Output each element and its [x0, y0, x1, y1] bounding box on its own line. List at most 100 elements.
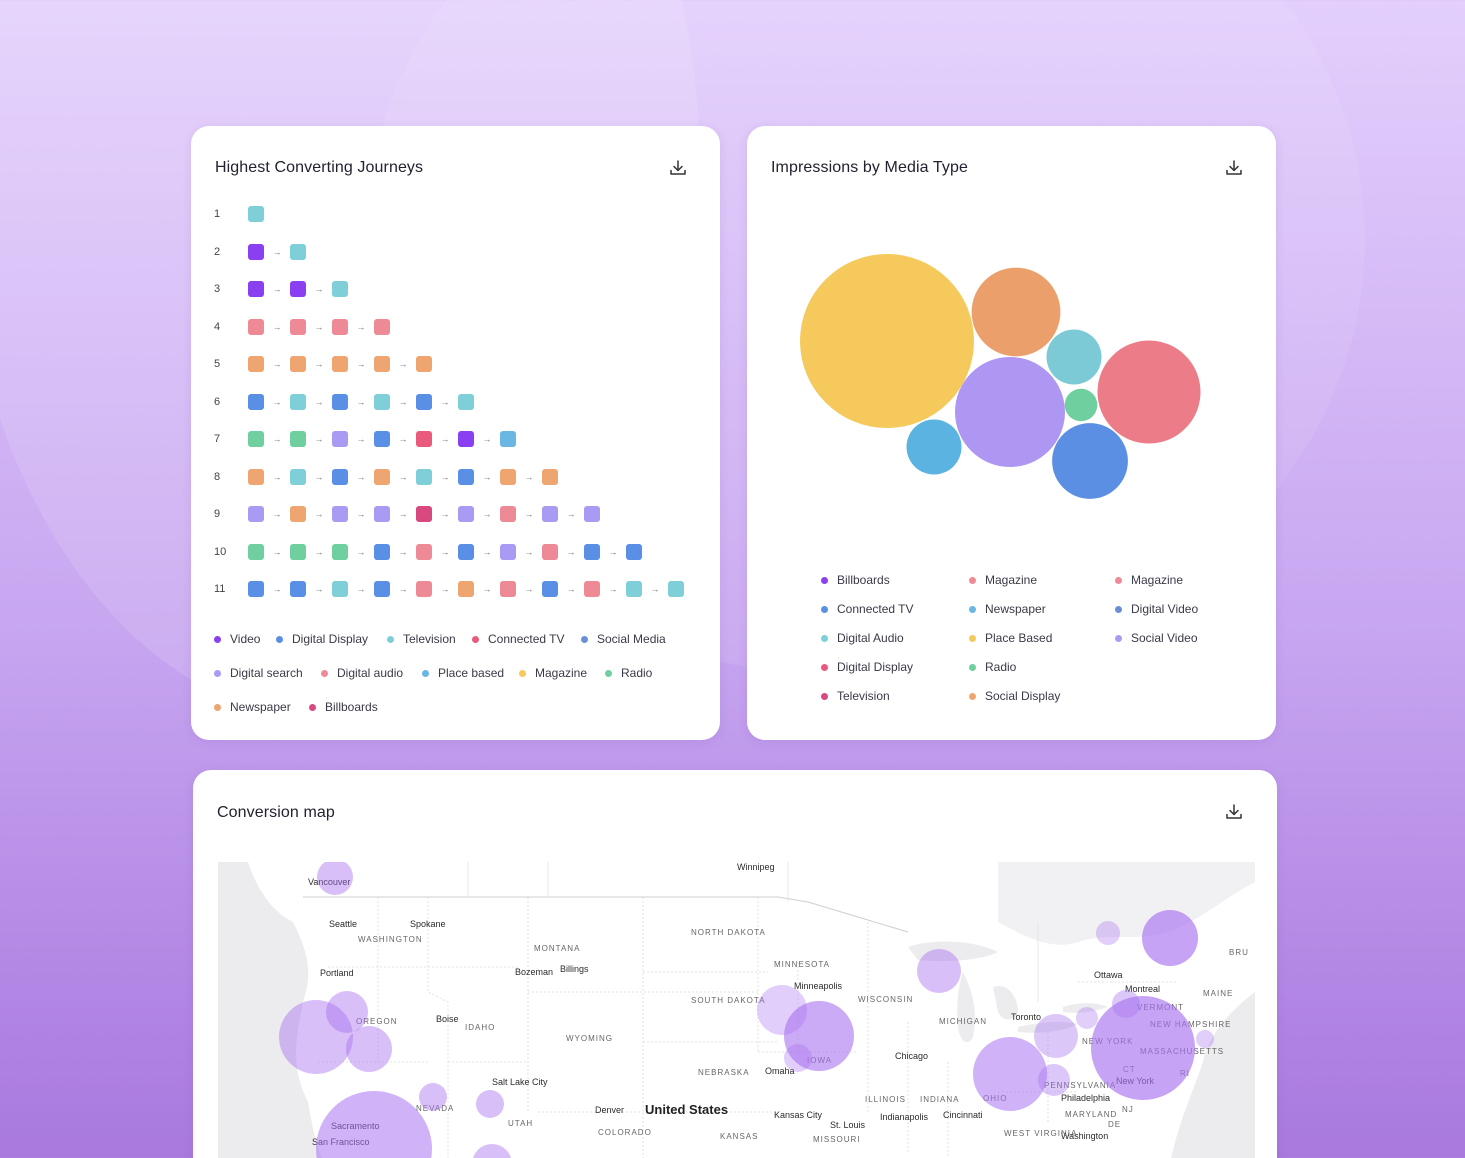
journey-step[interactable]	[668, 581, 684, 597]
legend-item[interactable]: Television	[387, 632, 456, 646]
conversion-bubble[interactable]	[1196, 1030, 1214, 1048]
conversion-bubble[interactable]	[317, 862, 353, 895]
journey-step[interactable]	[500, 468, 516, 485]
journey-step[interactable]	[248, 543, 264, 560]
conversion-bubble[interactable]	[1076, 1007, 1098, 1029]
journey-step[interactable]	[290, 281, 306, 297]
legend-item[interactable]: Newspaper	[969, 602, 1046, 616]
journey-step[interactable]	[332, 393, 348, 410]
legend-item[interactable]: Place based	[422, 666, 504, 680]
legend-item[interactable]: Connected TV	[472, 632, 565, 646]
legend-item[interactable]: Newspaper	[214, 700, 291, 714]
journey-step[interactable]	[584, 581, 600, 597]
legend-item[interactable]: Radio	[605, 666, 652, 680]
conversion-bubble[interactable]	[1091, 996, 1195, 1100]
journey-step[interactable]	[416, 468, 432, 485]
conversion-bubble[interactable]	[784, 1044, 812, 1072]
legend-item[interactable]: Digital Audio	[821, 631, 904, 645]
conversion-bubble[interactable]	[1034, 1014, 1078, 1058]
media-bubble[interactable]	[1097, 340, 1201, 444]
journey-step[interactable]	[374, 543, 390, 560]
journey-step[interactable]	[416, 543, 432, 560]
journey-step[interactable]	[416, 581, 432, 597]
journey-step[interactable]	[248, 581, 264, 597]
journey-step[interactable]	[290, 356, 306, 372]
media-bubble[interactable]	[800, 254, 974, 428]
journey-step[interactable]	[374, 506, 390, 522]
conversion-bubble[interactable]	[1038, 1064, 1070, 1096]
journey-step[interactable]	[416, 356, 432, 372]
journey-step[interactable]	[374, 581, 390, 597]
journey-step[interactable]	[416, 506, 432, 522]
journey-step[interactable]	[416, 431, 432, 447]
journey-step[interactable]	[500, 581, 516, 597]
journey-step[interactable]	[458, 468, 474, 485]
conversion-bubble[interactable]	[1112, 990, 1140, 1018]
journey-step[interactable]	[248, 206, 264, 222]
journey-step[interactable]	[332, 468, 348, 485]
legend-item[interactable]: Connected TV	[821, 602, 914, 616]
legend-item[interactable]: Social Video	[1115, 631, 1198, 645]
journey-step[interactable]	[332, 506, 348, 522]
journey-step[interactable]	[332, 318, 348, 335]
conversion-bubble[interactable]	[472, 1144, 512, 1158]
journey-step[interactable]	[584, 506, 600, 522]
conversion-bubble[interactable]	[279, 1000, 353, 1074]
legend-item[interactable]: Digital Display	[276, 632, 368, 646]
journey-step[interactable]	[290, 393, 306, 410]
legend-item[interactable]: Digital audio	[321, 666, 403, 680]
journey-step[interactable]	[290, 431, 306, 447]
journey-step[interactable]	[290, 243, 306, 260]
conversion-bubble[interactable]	[476, 1090, 504, 1118]
media-bubble[interactable]	[971, 267, 1061, 357]
media-bubble[interactable]	[1052, 423, 1128, 499]
journey-step[interactable]	[332, 356, 348, 372]
journey-step[interactable]	[290, 543, 306, 560]
journey-step[interactable]	[248, 468, 264, 485]
journey-step[interactable]	[626, 543, 642, 560]
legend-item[interactable]: Magazine	[1115, 573, 1183, 587]
journey-step[interactable]	[248, 318, 264, 335]
journey-step[interactable]	[542, 506, 558, 522]
journey-step[interactable]	[500, 431, 516, 447]
conversion-map[interactable]: Winnipeg Vancouver Seattle Spokane Portland B…	[218, 862, 1255, 1158]
conversion-bubble[interactable]	[917, 949, 961, 993]
legend-item[interactable]: Video	[214, 632, 260, 646]
journey-step[interactable]	[542, 468, 558, 485]
journey-step[interactable]	[458, 581, 474, 597]
journey-step[interactable]	[290, 318, 306, 335]
journey-step[interactable]	[626, 581, 642, 597]
legend-item[interactable]: Digital Video	[1115, 602, 1198, 616]
journey-step[interactable]	[584, 543, 600, 560]
journey-step[interactable]	[458, 543, 474, 560]
legend-item[interactable]: Magazine	[969, 573, 1037, 587]
download-icon[interactable]	[1224, 158, 1244, 178]
legend-item[interactable]: Magazine	[519, 666, 587, 680]
journey-step[interactable]	[374, 318, 390, 335]
conversion-bubble[interactable]	[973, 1037, 1047, 1111]
conversion-bubble[interactable]	[326, 991, 368, 1033]
journey-step[interactable]	[500, 543, 516, 560]
media-bubble[interactable]	[1046, 329, 1102, 385]
journey-step[interactable]	[332, 581, 348, 597]
legend-item[interactable]: Digital Display	[821, 660, 913, 674]
journey-step[interactable]	[542, 581, 558, 597]
journey-step[interactable]	[290, 581, 306, 597]
journey-step[interactable]	[458, 393, 474, 410]
legend-item[interactable]: Radio	[969, 660, 1016, 674]
journey-step[interactable]	[458, 431, 474, 447]
journey-step[interactable]	[332, 431, 348, 447]
journey-step[interactable]	[248, 431, 264, 447]
download-icon[interactable]	[668, 158, 688, 178]
legend-item[interactable]: Social Media	[581, 632, 666, 646]
journey-step[interactable]	[458, 506, 474, 522]
conversion-bubble[interactable]	[346, 1026, 392, 1072]
download-icon[interactable]	[1224, 802, 1244, 822]
legend-item[interactable]: Billboards	[309, 700, 378, 714]
journey-step[interactable]	[374, 468, 390, 485]
media-bubble[interactable]	[906, 419, 962, 475]
conversion-bubble[interactable]	[1142, 910, 1198, 966]
journey-step[interactable]	[248, 393, 264, 410]
journey-step[interactable]	[542, 543, 558, 560]
journey-step[interactable]	[248, 243, 264, 260]
